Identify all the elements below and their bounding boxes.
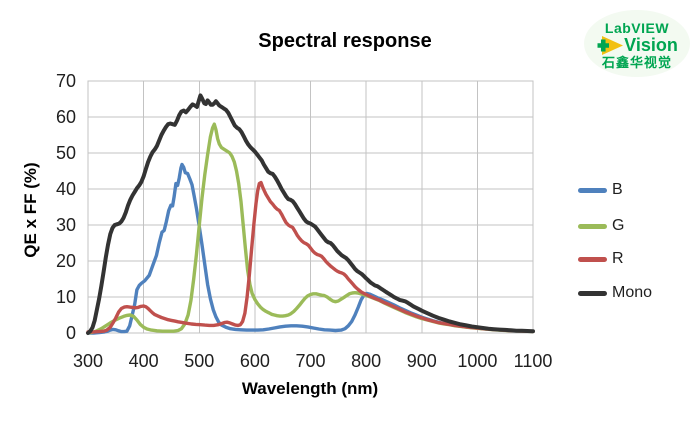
legend-label-mono: Mono [612,284,653,301]
y-tick-label: 30 [55,215,76,235]
chart-title: Spectral response [258,30,432,52]
x-tick-label: 400 [128,351,159,371]
x-tick-label: 500 [184,351,215,371]
series-line-r [86,180,535,334]
x-tick-label: 1100 [513,351,553,371]
legend-label-b: B [612,181,623,198]
labview-vision-logo: LabVIEW Vision 石鑫华视觉 [584,10,690,77]
x-axis-title: Wavelength (nm) [241,379,379,398]
legend-label-g: G [612,217,625,234]
legend-swatch-g [578,223,607,229]
legend-swatch-r [578,256,607,262]
legend-label-r: R [612,250,624,267]
y-tick-label: 70 [55,71,76,91]
y-tick-label: 0 [65,323,76,343]
x-tick-label: 1000 [457,351,498,371]
legend-swatch-mono [578,290,607,296]
legend-item-b: B [578,179,623,201]
legend-item-g: G [578,215,624,237]
logo-text-vision: Vision [624,35,678,55]
logo-text-labview: LabVIEW [604,20,670,36]
x-tick-label: 300 [72,351,104,371]
y-tick-label: 60 [55,107,76,127]
x-tick-label: 600 [239,351,270,371]
legend-item-r: R [578,248,624,270]
legend-item-mono: Mono [578,282,652,304]
x-tick-label: 900 [406,351,437,371]
plot-border [87,80,534,334]
y-tick-label: 20 [55,251,76,271]
logo-play-plus-icon [597,36,624,55]
x-tick-label: 700 [295,351,326,371]
series-line-mono [86,93,535,335]
y-tick-label: 40 [55,179,76,199]
logo-text-chinese: 石鑫华视觉 [601,55,672,70]
legend-swatch-b [578,187,607,193]
y-tick-label: 50 [55,143,76,163]
y-tick-label: 10 [55,287,76,307]
x-tick-label: 800 [351,351,382,371]
